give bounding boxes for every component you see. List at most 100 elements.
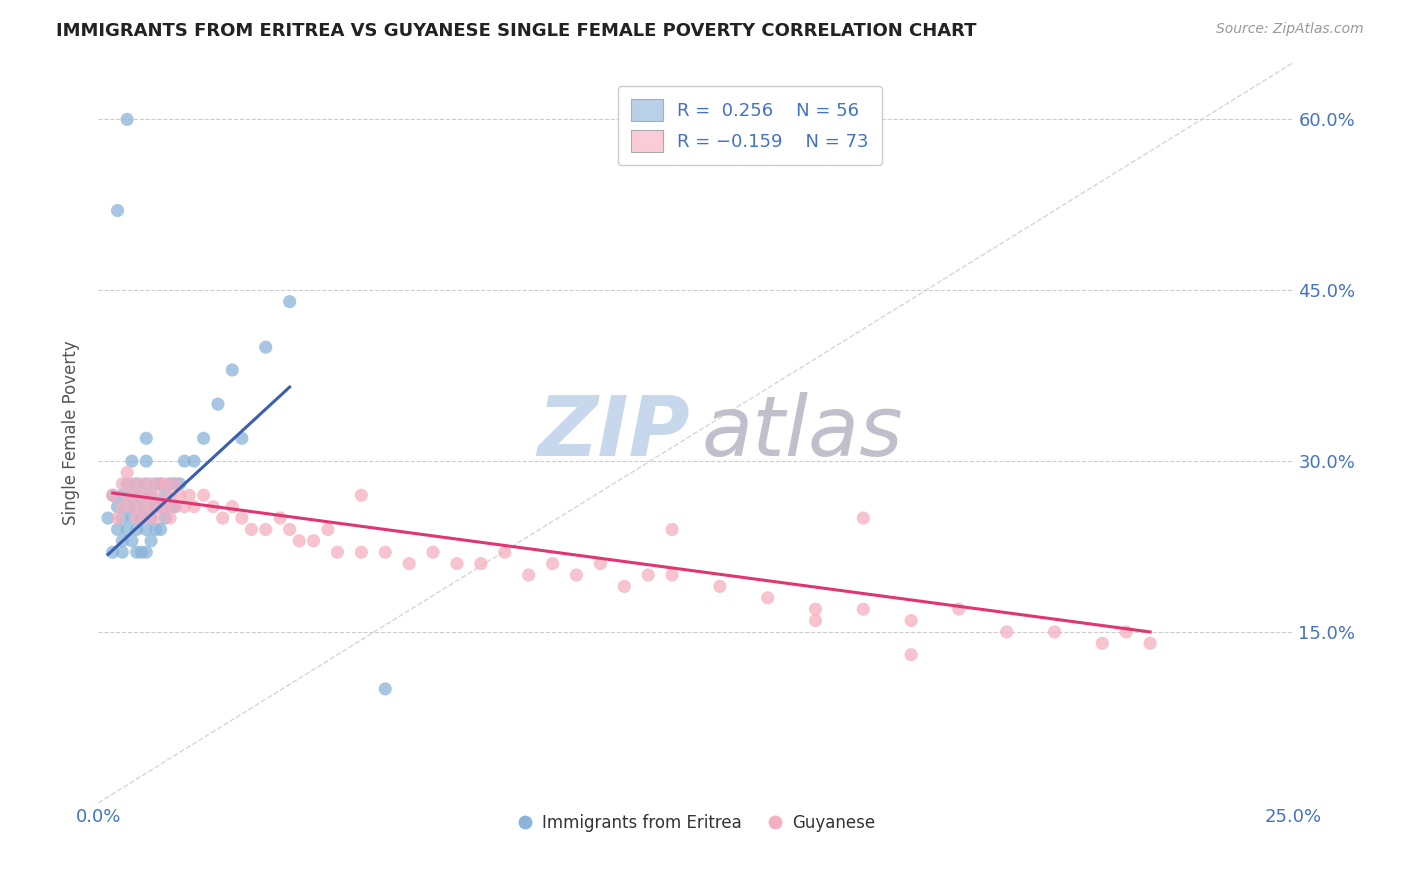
- Point: [115, 476, 138, 491]
- Point: [107, 511, 129, 525]
- Point: [121, 476, 143, 491]
- Point: [900, 614, 922, 628]
- Point: [121, 454, 143, 468]
- Point: [565, 568, 588, 582]
- Point: [121, 488, 143, 502]
- Point: [163, 500, 186, 514]
- Point: [149, 500, 172, 514]
- Point: [115, 488, 138, 502]
- Point: [1043, 624, 1066, 639]
- Point: [135, 476, 157, 491]
- Point: [948, 602, 970, 616]
- Point: [135, 500, 157, 514]
- Point: [111, 476, 134, 491]
- Point: [115, 523, 138, 537]
- Point: [240, 523, 263, 537]
- Point: [139, 533, 162, 548]
- Point: [135, 431, 157, 445]
- Point: [107, 500, 129, 514]
- Point: [374, 545, 396, 559]
- Point: [173, 500, 195, 514]
- Point: [111, 500, 134, 514]
- Point: [159, 500, 181, 514]
- Point: [661, 523, 683, 537]
- Point: [145, 488, 167, 502]
- Point: [278, 523, 301, 537]
- Point: [115, 466, 138, 480]
- Point: [169, 488, 191, 502]
- Point: [111, 488, 134, 502]
- Point: [211, 511, 233, 525]
- Point: [709, 579, 731, 593]
- Point: [302, 533, 325, 548]
- Point: [183, 500, 205, 514]
- Point: [221, 500, 243, 514]
- Point: [121, 500, 143, 514]
- Point: [207, 397, 229, 411]
- Point: [145, 500, 167, 514]
- Point: [183, 454, 205, 468]
- Point: [804, 614, 827, 628]
- Point: [756, 591, 779, 605]
- Point: [139, 511, 162, 525]
- Point: [159, 488, 181, 502]
- Point: [155, 476, 177, 491]
- Point: [159, 476, 181, 491]
- Point: [398, 557, 420, 571]
- Point: [163, 476, 186, 491]
- Point: [125, 511, 148, 525]
- Point: [149, 476, 172, 491]
- Point: [135, 545, 157, 559]
- Legend: Immigrants from Eritrea, Guyanese: Immigrants from Eritrea, Guyanese: [510, 807, 882, 838]
- Point: [135, 454, 157, 468]
- Point: [231, 511, 253, 525]
- Point: [139, 488, 162, 502]
- Point: [541, 557, 564, 571]
- Point: [995, 624, 1018, 639]
- Point: [1115, 624, 1137, 639]
- Point: [111, 511, 134, 525]
- Point: [125, 488, 148, 502]
- Point: [101, 488, 124, 502]
- Point: [173, 454, 195, 468]
- Point: [374, 681, 396, 696]
- Point: [613, 579, 636, 593]
- Point: [422, 545, 444, 559]
- Point: [121, 533, 143, 548]
- Point: [350, 545, 373, 559]
- Text: IMMIGRANTS FROM ERITREA VS GUYANESE SINGLE FEMALE POVERTY CORRELATION CHART: IMMIGRANTS FROM ERITREA VS GUYANESE SING…: [56, 22, 977, 40]
- Point: [125, 523, 148, 537]
- Point: [145, 511, 167, 525]
- Point: [131, 476, 153, 491]
- Point: [470, 557, 492, 571]
- Point: [494, 545, 516, 559]
- Point: [193, 488, 215, 502]
- Point: [446, 557, 468, 571]
- Point: [326, 545, 349, 559]
- Point: [139, 500, 162, 514]
- Point: [589, 557, 612, 571]
- Point: [145, 476, 167, 491]
- Point: [288, 533, 311, 548]
- Point: [107, 203, 129, 218]
- Y-axis label: Single Female Poverty: Single Female Poverty: [62, 341, 80, 524]
- Point: [155, 488, 177, 502]
- Point: [149, 500, 172, 514]
- Text: atlas: atlas: [702, 392, 904, 473]
- Point: [115, 112, 138, 127]
- Point: [155, 500, 177, 514]
- Point: [278, 294, 301, 309]
- Point: [231, 431, 253, 445]
- Point: [1139, 636, 1161, 650]
- Point: [169, 476, 191, 491]
- Point: [125, 500, 148, 514]
- Point: [101, 545, 124, 559]
- Point: [125, 476, 148, 491]
- Point: [101, 488, 124, 502]
- Point: [149, 523, 172, 537]
- Point: [149, 476, 172, 491]
- Text: ZIP: ZIP: [537, 392, 690, 473]
- Point: [163, 500, 186, 514]
- Text: Source: ZipAtlas.com: Source: ZipAtlas.com: [1216, 22, 1364, 37]
- Point: [139, 476, 162, 491]
